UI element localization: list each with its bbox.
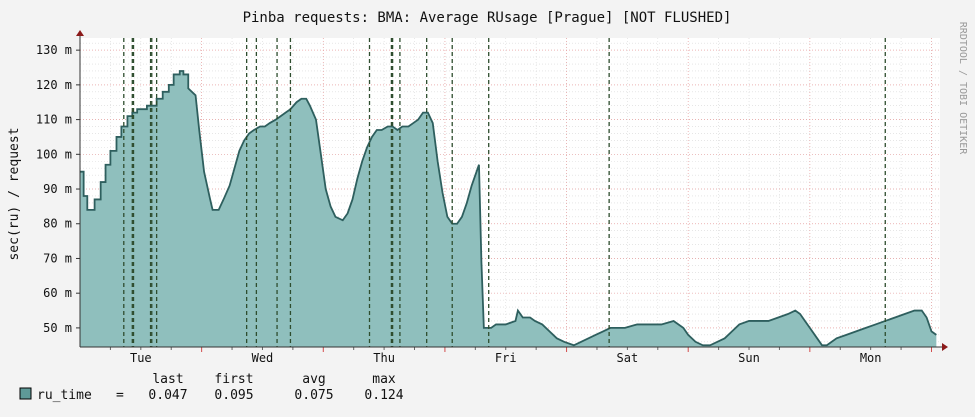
- legend-header-first: first: [214, 372, 253, 387]
- y-tick-label: 100 m: [36, 147, 72, 161]
- legend-value-first: 0.095: [214, 388, 253, 403]
- y-axis-arrow-icon: [76, 30, 84, 36]
- legend-value-last: 0.047: [148, 388, 187, 403]
- x-tick-label: Fri: [495, 351, 517, 365]
- x-tick-label: Tue: [130, 351, 152, 365]
- x-axis-arrow-icon: [942, 343, 948, 351]
- x-tick-label: Wed: [252, 351, 274, 365]
- y-axis-label: sec(ru) / request: [7, 127, 22, 260]
- rrdtool-watermark: RRDTOOL / TOBI OETIKER: [957, 22, 968, 155]
- y-tick-label: 90 m: [43, 182, 72, 196]
- legend-header-max: max: [372, 372, 396, 387]
- events-layer: [123, 38, 886, 347]
- series-layer: [80, 70, 937, 347]
- legend: last first avg max ru_time = 0.047 0.095…: [19, 372, 404, 403]
- legend-value-max: 0.124: [364, 388, 403, 403]
- y-tick-label: 130 m: [36, 43, 72, 57]
- series-area-ru-time: [80, 70, 937, 347]
- x-tick-label: Sun: [738, 351, 760, 365]
- y-tick-label: 50 m: [43, 321, 72, 335]
- y-tick-label: 60 m: [43, 286, 72, 300]
- series-line-ru-time: [80, 70, 937, 347]
- legend-series-name: ru_time: [37, 388, 92, 403]
- legend-equals: =: [116, 388, 124, 403]
- y-tick-label: 120 m: [36, 78, 72, 92]
- y-tick-label: 70 m: [43, 251, 72, 265]
- legend-header-avg: avg: [302, 372, 325, 387]
- labels-layer: 50 m 60 m 70 m 80 m 90 m 100 m 110 m 120 m 130 m…: [36, 43, 882, 365]
- legend-swatch-ru-time: [19, 387, 32, 400]
- y-tick-label: 80 m: [43, 217, 72, 231]
- x-tick-label: Thu: [373, 351, 395, 365]
- legend-header-last: last: [152, 372, 183, 387]
- x-tick-label: Sat: [617, 351, 639, 365]
- axes-layer: [76, 30, 948, 352]
- legend-value-avg: 0.075: [294, 388, 333, 403]
- x-tick-label: Mon: [860, 351, 882, 365]
- chart-title: Pinba requests: BMA: Average RUsage [Pra…: [243, 10, 732, 26]
- y-tick-label: 110 m: [36, 113, 72, 127]
